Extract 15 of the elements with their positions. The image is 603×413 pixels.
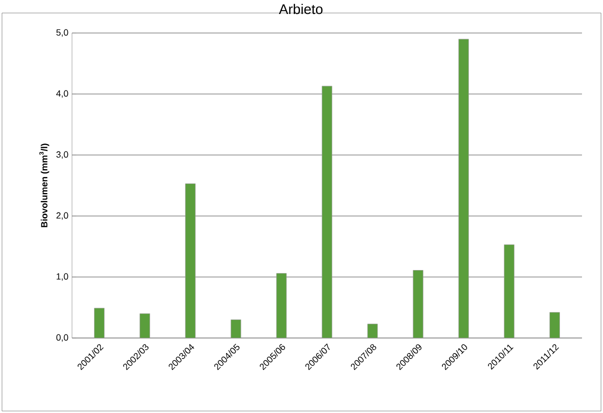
bar xyxy=(504,244,514,338)
y-tick-label: 5,0 xyxy=(56,29,68,37)
bar xyxy=(458,38,469,338)
y-axis-title: Biovolumen (mm$^{3}$/l) xyxy=(39,144,50,228)
y-tick-label: 2,0 xyxy=(56,212,68,220)
y-tick-label: 4,0 xyxy=(56,90,68,98)
bar xyxy=(550,312,560,338)
y-tick-label: 0,0 xyxy=(56,334,68,342)
bar xyxy=(140,313,150,338)
bar xyxy=(322,86,332,338)
y-tick-label: 3,0 xyxy=(56,151,68,159)
chart-title: Arbieto xyxy=(278,4,323,14)
bar xyxy=(185,183,196,338)
bar xyxy=(94,308,105,338)
y-tick-label: 1,0 xyxy=(56,273,68,281)
